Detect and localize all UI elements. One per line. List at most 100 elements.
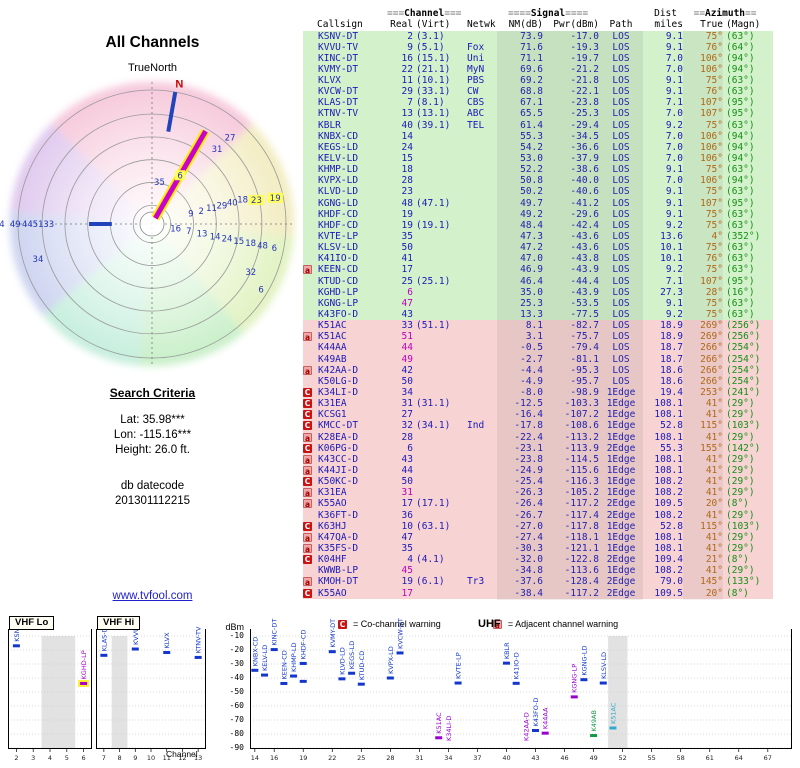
table-row: KELV-LD 15 53.0 -37.9 LOS 7.0 106° (94°) (303, 153, 773, 165)
path: LOS (612, 208, 630, 220)
nm-db: 67.1 (520, 97, 543, 109)
radar-channel-label: 48 (257, 241, 268, 251)
pwr-dbm: -95.7 (570, 375, 599, 387)
station-label: KLVD-LD (338, 647, 346, 675)
azimuth-true: 20° (705, 587, 723, 599)
real-channel: 22 (401, 63, 413, 75)
co-channel-flag: C (303, 588, 312, 598)
azimuth-magn: (29°) (726, 431, 755, 443)
dist-miles: 108.1 (654, 431, 683, 443)
table-row: KVCW-DT 29 (33.1) CW 68.8 -22.1 LOS 9.1 76° (63°) (303, 86, 773, 98)
nm-db: -2.7 (520, 353, 543, 365)
nm-db: 54.2 (520, 141, 543, 153)
pwr-dbm: -107.2 (564, 409, 599, 421)
nm-db: -16.4 (514, 409, 543, 421)
path: LOS (612, 364, 630, 376)
real-channel: 42 (401, 364, 413, 376)
dbm-tick: -90 (229, 743, 244, 752)
channel-tick: 61 (706, 754, 714, 762)
nm-db: -0.5 (520, 342, 543, 354)
channel-tick: 19 (299, 754, 307, 762)
highlighted-channel-label-bg (175, 170, 186, 181)
path: LOS (612, 52, 630, 64)
path: LOS (612, 197, 630, 209)
callsign: K43FO-D (318, 309, 359, 321)
vhf-lo-panel: 23456KSNV-DTKGHD-LP (8, 616, 92, 762)
table-row: a K55AO 17 (17.1) -26.4 -117.2 2Edge 109.5 20° (8… (303, 498, 773, 510)
nm-db: -4.4 (520, 364, 543, 376)
real-channel: 27 (401, 409, 413, 421)
path: 1Edge (606, 476, 636, 488)
co-channel-flag: C (303, 477, 312, 487)
pwr-dbm: -98.9 (570, 387, 599, 398)
azimuth-true: 269° (700, 331, 723, 343)
nm-db: 48.4 (520, 219, 543, 231)
channel-tick: 6 (82, 754, 86, 762)
nm-db: 71.1 (520, 52, 543, 64)
path: LOS (612, 320, 630, 332)
radar-channel-label: 24 (222, 235, 233, 245)
tvfool-link[interactable]: www.tvfool.com (112, 590, 193, 602)
nm-db: 71.6 (520, 41, 543, 53)
channel-tick: 46 (560, 754, 568, 762)
nm-db: 61.4 (520, 119, 543, 131)
azimuth-true: 107° (700, 275, 723, 287)
azimuth-magn: (94°) (726, 153, 755, 165)
real-channel: 36 (401, 509, 413, 521)
search-criteria-heading: Search Criteria (109, 386, 196, 400)
radar-channel-label: 18 (237, 196, 248, 206)
radar-channel-label: 49 (10, 220, 21, 230)
nm-db: -26.4 (514, 498, 543, 510)
pwr-dbm: -113.2 (564, 431, 599, 443)
vhf-lo-band-label: VHF Lo (9, 616, 55, 630)
azimuth-true: 75° (705, 119, 723, 131)
callsign: KNBX-CD (318, 130, 359, 142)
azimuth-magn: (63°) (726, 242, 755, 254)
pwr-dbm: -43.9 (570, 286, 599, 298)
azimuth-true: 266° (700, 364, 723, 376)
azimuth-true: 20° (705, 498, 723, 510)
nm-db: 52.2 (520, 164, 543, 176)
table-row: a K44JI-D 44 -24.9 -115.6 1Edge 108.1 41° (29°) (303, 464, 773, 477)
virtual-channel: (33.1) (416, 86, 451, 98)
azimuth-magn: (63°) (726, 86, 755, 98)
uhf-band-label: UHF (478, 618, 501, 630)
signal-bar (100, 653, 108, 657)
table-row: KLSV-LD 50 47.2 -43.6 LOS 10.1 75° (63°) (303, 242, 773, 254)
real-channel: 23 (401, 186, 413, 198)
azimuth-true: 266° (700, 375, 723, 387)
pwr-dbm: -75.7 (570, 331, 599, 343)
nm-db: 46.4 (520, 275, 543, 287)
real-channel: 41 (401, 253, 413, 265)
dist-miles: 7.0 (665, 175, 683, 187)
azimuth-true: 145° (700, 576, 723, 588)
col-magn: (Magn) (726, 19, 761, 30)
virtual-channel: (25.1) (416, 275, 451, 287)
signal-bar (532, 729, 540, 732)
table-row: C KCSG1 27 -16.4 -107.2 1Edge 108.1 41° (29°) (303, 409, 773, 421)
dist-miles: 9.1 (665, 30, 683, 42)
table-row: KVMY-DT 22 (21.1) MyN 69.6 -21.2 LOS 7.0 106° (94… (303, 63, 773, 76)
pwr-dbm: -128.4 (564, 576, 599, 588)
signal-bar (251, 668, 259, 672)
azimuth-true: 75° (705, 75, 723, 87)
azimuth-magn: (29°) (726, 476, 755, 488)
dist-miles: 7.0 (665, 153, 683, 165)
callsign: KVPX-LD (318, 175, 359, 187)
pwr-dbm: -82.7 (570, 320, 599, 332)
table-row: KGNG-LD 48 (47.1) 49.7 -41.2 LOS 9.1 107° (95°) (303, 197, 773, 209)
dist-miles: 18.7 (660, 353, 683, 365)
nm-db: -26.3 (514, 487, 543, 499)
azimuth-magn: (63°) (726, 30, 755, 42)
real-channel: 10 (401, 520, 413, 532)
path: LOS (612, 342, 630, 354)
latitude-value: Lat: 35.98*** (120, 414, 185, 426)
azimuth-magn: (63°) (726, 264, 755, 276)
table-column-header: Callsign Real (Virt) Netwk NM(dB) Pwr(dB… (303, 19, 773, 31)
azimuth-magn: (94°) (726, 52, 755, 64)
virtual-channel: (10.1) (416, 75, 451, 87)
callsign: KELV-LD (318, 153, 359, 165)
real-channel: 4 (407, 554, 413, 566)
virtual-channel: (4.1) (416, 554, 445, 566)
pwr-dbm: -117.2 (564, 587, 599, 599)
